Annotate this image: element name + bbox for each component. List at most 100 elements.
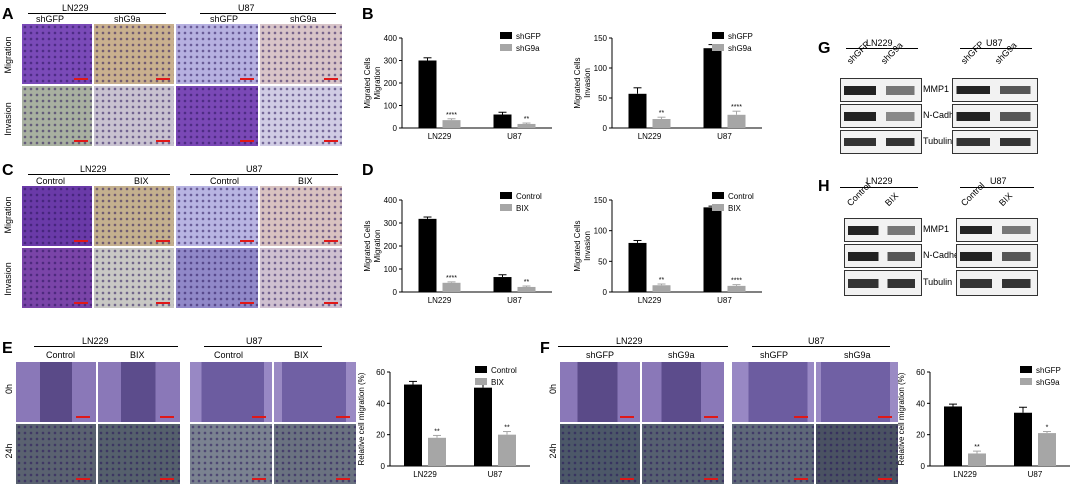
- scale-bar: [252, 416, 266, 418]
- blot-row-mmp1: [844, 218, 922, 242]
- chart-f: 0 20 40 60 Relative cell migration (%) ** LN22…: [897, 366, 1070, 479]
- micrograph: [176, 86, 258, 146]
- y-axis-label: Migrated Cells: [363, 57, 372, 108]
- scratch-image: [98, 362, 180, 422]
- group-label-u87: U87: [246, 164, 263, 174]
- y-tick-label: 50: [598, 257, 607, 266]
- blot-row-tubulin: [952, 130, 1038, 154]
- scratch-image: [98, 424, 180, 484]
- y-axis-label: Invasion: [583, 68, 592, 98]
- bar: [727, 114, 746, 128]
- column-label: BIX: [298, 176, 313, 186]
- blot-row-tubulin: [956, 270, 1038, 296]
- significance-label: ****: [731, 104, 742, 111]
- micrograph: [94, 24, 174, 84]
- y-tick-label: 100: [594, 227, 608, 236]
- scale-bar: [336, 416, 350, 418]
- group-line-u87: [204, 346, 322, 347]
- group-label-u87: U87: [238, 3, 255, 13]
- scratch-image: [816, 362, 898, 422]
- bar: [474, 387, 492, 466]
- significance-label: **: [434, 428, 440, 435]
- group-line-ln229: [34, 346, 178, 347]
- scratch-image: [16, 424, 96, 484]
- x-tick-label: U87: [717, 296, 732, 305]
- legend-swatch: [500, 192, 512, 199]
- significance-label: **: [974, 444, 980, 451]
- panel-letter-e: E: [2, 340, 13, 357]
- chart-b2: 0 50 100 150 Migrated Cells Invasion ** LN229 **…: [573, 32, 762, 141]
- scale-bar: [794, 416, 808, 418]
- column-label: shG9a: [844, 350, 871, 360]
- y-tick-label: 0: [921, 462, 926, 471]
- column-label: Control: [210, 176, 240, 186]
- significance-label: **: [659, 277, 665, 284]
- scratch-image: [560, 424, 640, 484]
- scale-bar: [336, 478, 350, 480]
- bar: [944, 406, 962, 466]
- group-line-u87: [190, 174, 338, 175]
- y-tick-label: 40: [916, 399, 925, 408]
- scale-bar: [240, 240, 254, 242]
- bar: [968, 453, 986, 466]
- group-line-u87: [960, 48, 1032, 49]
- y-tick-label: 300: [384, 57, 398, 66]
- significance-label: ****: [446, 112, 457, 119]
- group-line-ln229: [840, 187, 918, 188]
- column-label: shGFP: [586, 350, 615, 360]
- x-tick-label: U87: [507, 132, 522, 141]
- blot-row-ncadherin: [844, 244, 922, 268]
- micrograph: [22, 186, 92, 246]
- blot-row-ncadherin: [956, 244, 1038, 268]
- scale-bar: [160, 416, 174, 418]
- protein-label-ncadherin: N-Cadherin: [923, 110, 970, 120]
- chart-e: 0 20 40 60 Relative cell migration (%) ** LN22…: [357, 366, 530, 479]
- y-tick-label: 0: [393, 124, 398, 133]
- y-tick-label: 200: [384, 79, 398, 88]
- y-tick-label: 100: [384, 102, 398, 111]
- bar: [404, 384, 422, 466]
- scale-bar: [76, 478, 90, 480]
- x-tick-label: U87: [717, 132, 732, 141]
- x-tick-label: LN229: [638, 296, 662, 305]
- legend-swatch: [500, 204, 512, 211]
- group-line-u87: [752, 346, 890, 347]
- legend-swatch: [500, 32, 512, 39]
- protein-label-mmp1: MMP1: [923, 224, 950, 234]
- column-label: BIX: [134, 176, 149, 186]
- legend-label: shG9a: [728, 44, 752, 53]
- blot-row-ncadherin: [952, 104, 1038, 128]
- column-label: Control: [36, 176, 66, 186]
- legend-label: Control: [491, 366, 517, 375]
- bar: [418, 218, 437, 292]
- bar: [442, 282, 461, 292]
- y-tick-label: 0: [603, 124, 608, 133]
- y-tick-label: 300: [384, 219, 398, 228]
- micrograph: [176, 24, 258, 84]
- bar: [727, 285, 746, 292]
- scale-bar: [74, 302, 88, 304]
- scale-bar: [324, 302, 338, 304]
- group-line-u87: [200, 13, 336, 14]
- bar: [652, 119, 671, 128]
- protein-label-mmp1: MMP1: [923, 84, 950, 94]
- bar: [418, 60, 437, 128]
- bar: [1038, 433, 1056, 466]
- bar: [428, 437, 446, 466]
- micrograph: [176, 248, 258, 308]
- y-tick-label: 60: [376, 368, 385, 377]
- significance-label: ****: [731, 278, 742, 285]
- bar: [628, 93, 647, 128]
- bar: [442, 120, 461, 128]
- micrograph: [94, 248, 174, 308]
- bar: [703, 48, 722, 129]
- blot-row-tubulin: [844, 270, 922, 296]
- significance-label: ****: [446, 275, 457, 282]
- group-line-ln229: [846, 48, 918, 49]
- group-label-u87: U87: [808, 336, 825, 346]
- panel-letter-d: D: [362, 162, 374, 179]
- legend-label: Control: [728, 192, 754, 201]
- y-tick-label: 20: [376, 431, 385, 440]
- legend-swatch: [475, 378, 487, 385]
